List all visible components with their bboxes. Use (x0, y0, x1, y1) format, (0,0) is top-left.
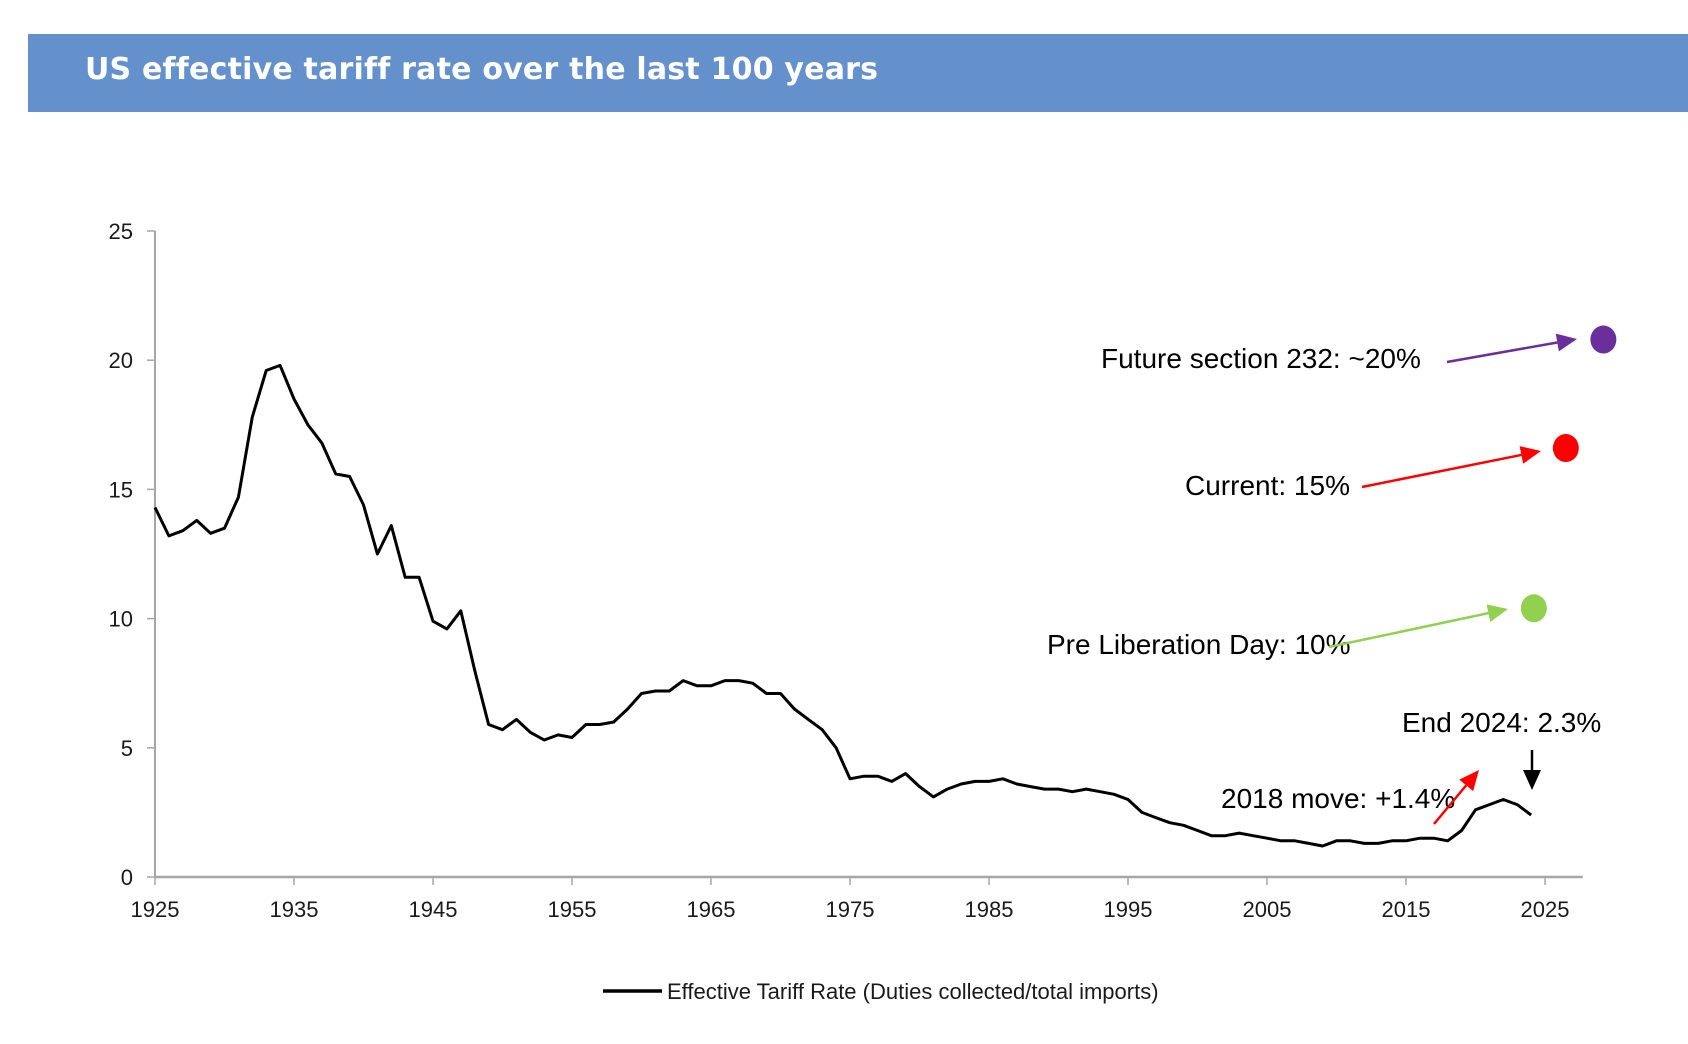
x-tick-label: 2025 (1521, 897, 1570, 922)
x-tick-label: 1955 (548, 897, 597, 922)
y-tick-label: 0 (121, 865, 133, 890)
marker-current (1552, 434, 1579, 463)
axes (154, 231, 1583, 879)
x-tick-label: 1965 (687, 897, 736, 922)
x-tick-label: 1985 (965, 897, 1014, 922)
arrow-head (1459, 770, 1479, 792)
y-tick-label: 5 (121, 736, 133, 761)
y-tick-label: 15 (109, 477, 133, 502)
y-axis-ticks: 0 5 10 15 20 25 (109, 219, 155, 890)
series-line-effective-tariff-rate (153, 363, 1532, 848)
annotation-future-section-232: Future section 232: ~20% (1101, 343, 1421, 374)
legend-label: Effective Tariff Rate (Duties collected/… (667, 979, 1159, 1004)
marker-pre-liberation-day (1520, 594, 1547, 623)
arrow-head (1555, 333, 1577, 352)
x-tick-label: 1945 (409, 897, 458, 922)
arrow-current (1361, 446, 1541, 489)
marker-future-section-232 (1590, 325, 1617, 354)
annotation-2018-move: 2018 move: +1.4% (1221, 783, 1455, 814)
y-tick-label: 10 (109, 607, 133, 632)
x-tick-label: 1995 (1104, 897, 1153, 922)
x-tick-label: 1925 (131, 897, 180, 922)
annotation-pre-liberation-day: Pre Liberation Day: 10% (1047, 629, 1351, 660)
title-bar: US effective tariff rate over the last 1… (28, 34, 1688, 112)
x-axis-ticks: 1925 1935 1945 1955 1965 1975 1985 1995 2005 2015… (131, 877, 1570, 922)
arrow-future-section-232 (1446, 333, 1577, 364)
arrow-shaft (1433, 784, 1468, 825)
arrow-head (1486, 604, 1508, 622)
y-tick-label: 25 (109, 219, 133, 244)
x-tick-label: 1935 (270, 897, 319, 922)
arrow-head (1519, 446, 1541, 464)
marker-points (1520, 325, 1617, 623)
x-tick-label: 2015 (1382, 897, 1431, 922)
arrow-shaft (1361, 453, 1522, 489)
annotation-end-2024: End 2024: 2.3% (1402, 707, 1601, 738)
arrow-head (1523, 770, 1541, 790)
x-tick-label: 2005 (1243, 897, 1292, 922)
arrow-2018-move (1433, 770, 1479, 825)
annotation-arrows (1328, 333, 1577, 825)
y-tick-label: 20 (109, 348, 133, 373)
chart-title: US effective tariff rate over the last 1… (85, 52, 879, 87)
arrow-pre-liberation-day (1328, 604, 1508, 649)
x-tick-label: 1975 (826, 897, 875, 922)
annotation-current: Current: 15% (1185, 470, 1350, 501)
arrow-end-2024 (1523, 750, 1541, 790)
arrow-shaft (1328, 611, 1489, 649)
series-group (153, 363, 1532, 848)
arrow-shaft (1446, 341, 1558, 364)
